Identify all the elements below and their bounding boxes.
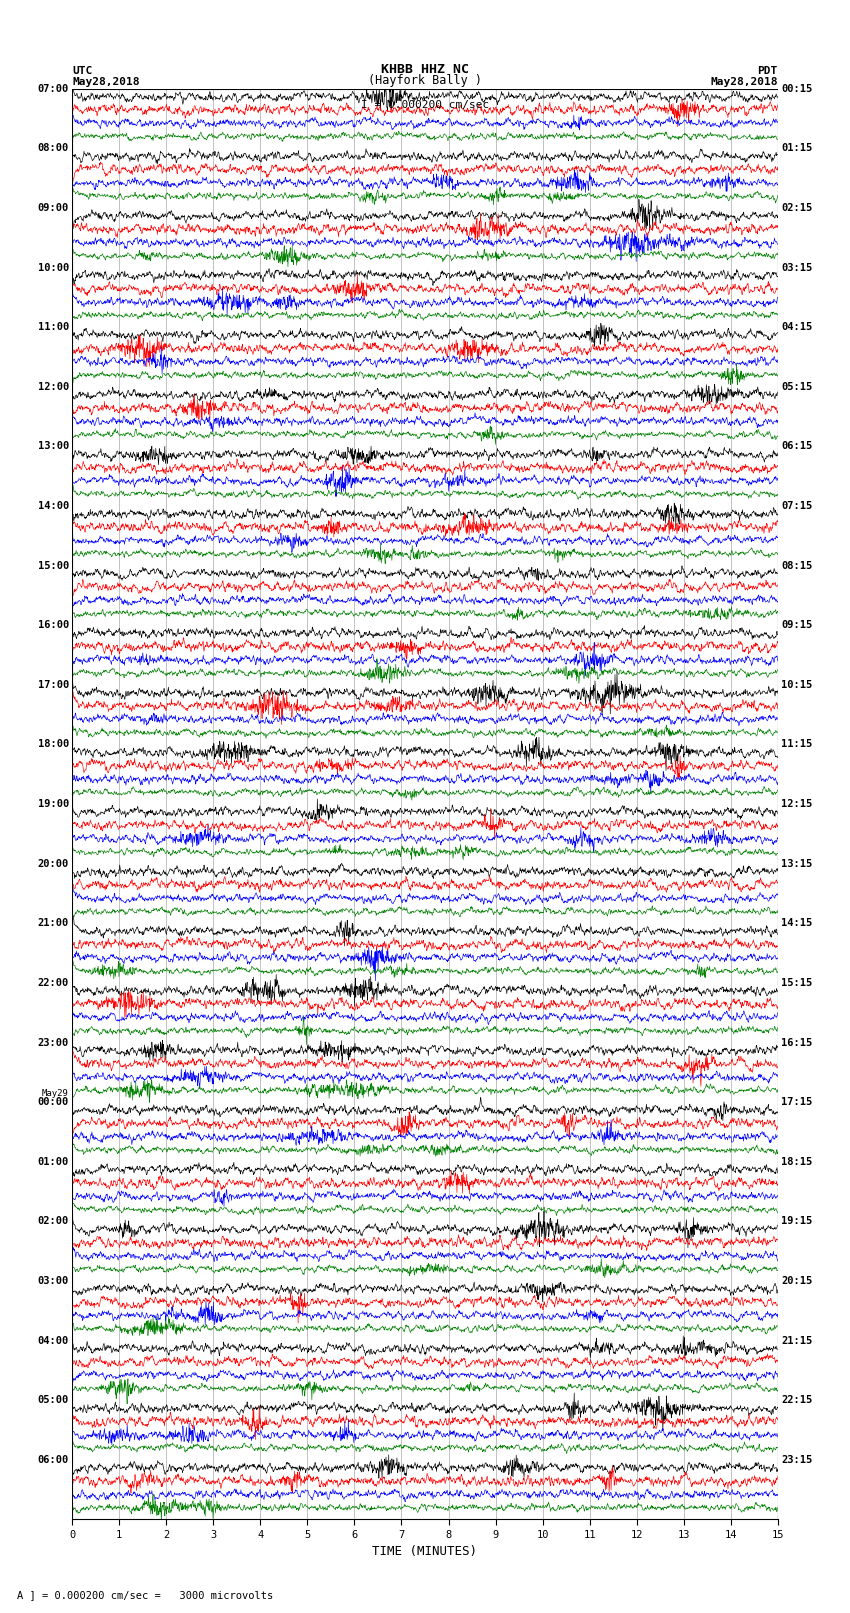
Text: 09:00: 09:00: [37, 203, 69, 213]
Text: 16:15: 16:15: [781, 1037, 813, 1047]
Text: May29: May29: [42, 1089, 69, 1098]
Text: 03:00: 03:00: [37, 1276, 69, 1286]
Text: 22:00: 22:00: [37, 977, 69, 987]
Text: I = 0.000200 cm/sec: I = 0.000200 cm/sec: [361, 100, 489, 110]
Text: 15:00: 15:00: [37, 561, 69, 571]
Text: 12:15: 12:15: [781, 798, 813, 810]
Text: 14:15: 14:15: [781, 918, 813, 929]
Text: 07:15: 07:15: [781, 502, 813, 511]
Text: 09:15: 09:15: [781, 621, 813, 631]
Text: 02:00: 02:00: [37, 1216, 69, 1226]
Text: 10:00: 10:00: [37, 263, 69, 273]
Text: 01:15: 01:15: [781, 144, 813, 153]
Text: 19:00: 19:00: [37, 798, 69, 810]
Text: May28,2018: May28,2018: [711, 77, 778, 87]
Text: 13:00: 13:00: [37, 442, 69, 452]
Text: 17:15: 17:15: [781, 1097, 813, 1107]
Text: 23:00: 23:00: [37, 1037, 69, 1047]
Text: PDT: PDT: [757, 66, 778, 76]
Text: 21:15: 21:15: [781, 1336, 813, 1345]
Text: 07:00: 07:00: [37, 84, 69, 94]
Text: 05:00: 05:00: [37, 1395, 69, 1405]
Text: KHBB HHZ NC: KHBB HHZ NC: [381, 63, 469, 76]
Text: 19:15: 19:15: [781, 1216, 813, 1226]
Text: 23:15: 23:15: [781, 1455, 813, 1465]
Text: (Hayfork Bally ): (Hayfork Bally ): [368, 74, 482, 87]
Text: 15:15: 15:15: [781, 977, 813, 987]
Text: May28,2018: May28,2018: [72, 77, 139, 87]
Text: 11:15: 11:15: [781, 739, 813, 750]
Text: 01:00: 01:00: [37, 1157, 69, 1166]
Text: 22:15: 22:15: [781, 1395, 813, 1405]
Text: 14:00: 14:00: [37, 502, 69, 511]
X-axis label: TIME (MINUTES): TIME (MINUTES): [372, 1545, 478, 1558]
Text: 11:00: 11:00: [37, 323, 69, 332]
Text: 17:00: 17:00: [37, 679, 69, 690]
Text: 21:00: 21:00: [37, 918, 69, 929]
Text: 12:00: 12:00: [37, 382, 69, 392]
Text: A ] = 0.000200 cm/sec =   3000 microvolts: A ] = 0.000200 cm/sec = 3000 microvolts: [17, 1590, 273, 1600]
Text: 10:15: 10:15: [781, 679, 813, 690]
Text: 00:00: 00:00: [37, 1097, 69, 1107]
Text: 04:00: 04:00: [37, 1336, 69, 1345]
Text: 03:15: 03:15: [781, 263, 813, 273]
Text: 00:15: 00:15: [781, 84, 813, 94]
Text: 05:15: 05:15: [781, 382, 813, 392]
Text: 18:00: 18:00: [37, 739, 69, 750]
Text: 04:15: 04:15: [781, 323, 813, 332]
Text: 13:15: 13:15: [781, 858, 813, 869]
Text: 18:15: 18:15: [781, 1157, 813, 1166]
Text: 08:00: 08:00: [37, 144, 69, 153]
Text: 06:15: 06:15: [781, 442, 813, 452]
Text: UTC: UTC: [72, 66, 93, 76]
Text: 20:15: 20:15: [781, 1276, 813, 1286]
Text: 20:00: 20:00: [37, 858, 69, 869]
Text: 16:00: 16:00: [37, 621, 69, 631]
Text: 06:00: 06:00: [37, 1455, 69, 1465]
Text: 08:15: 08:15: [781, 561, 813, 571]
Text: 02:15: 02:15: [781, 203, 813, 213]
